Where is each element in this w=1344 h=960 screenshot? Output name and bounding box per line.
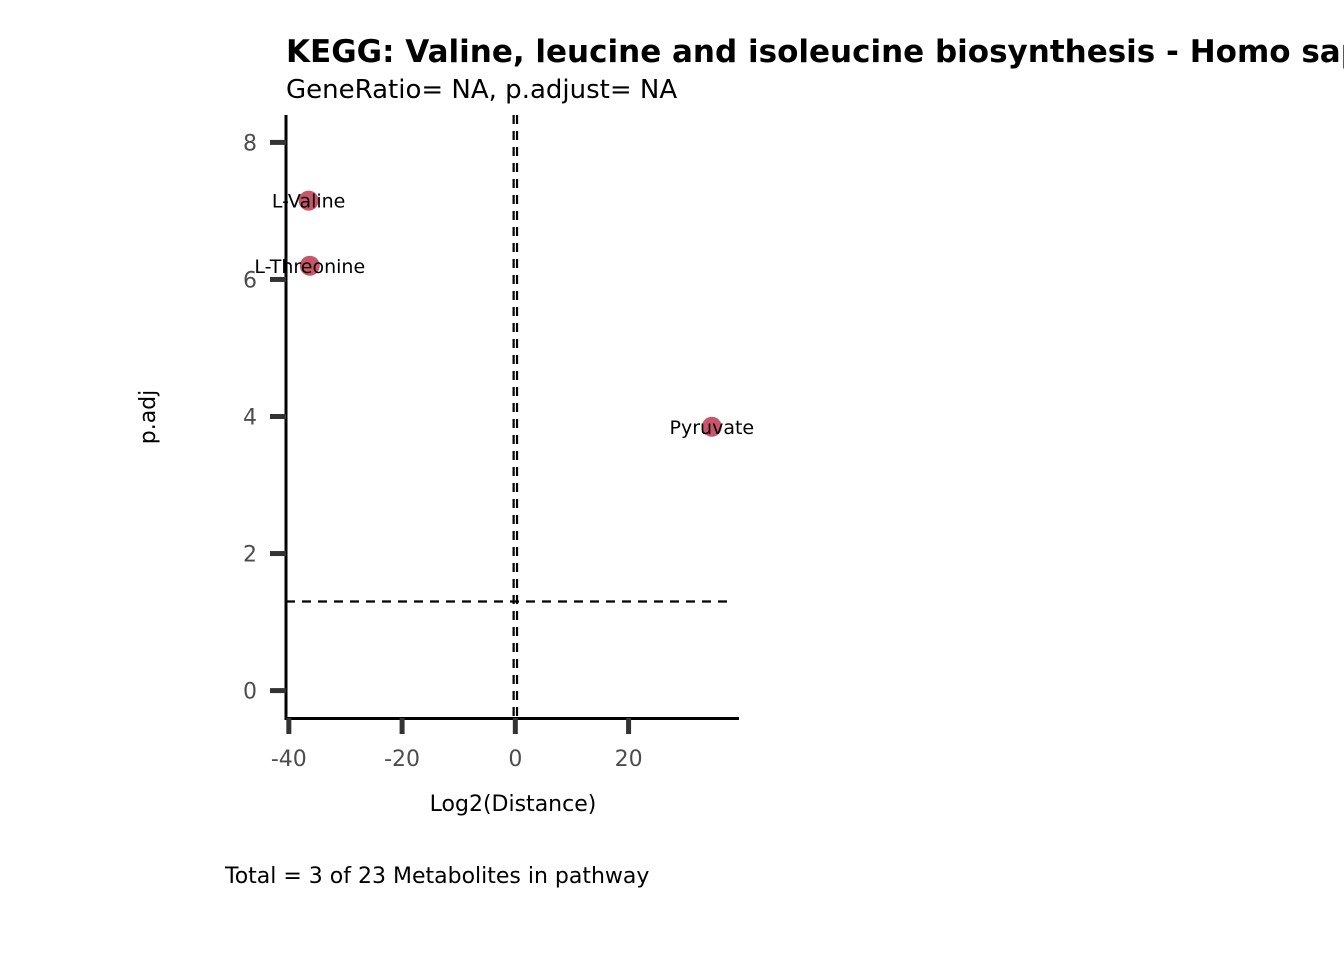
y-axis-ticks: 0 2 4 6 8 xyxy=(243,131,286,705)
y-tick-label: 6 xyxy=(243,268,257,293)
chart-title: KEGG: Valine, leucine and isoleucine bio… xyxy=(286,34,1344,70)
chart-subtitle: GeneRatio= NA, p.adjust= NA xyxy=(286,75,677,105)
point-label: L-Valine xyxy=(272,191,345,213)
point-label: Pyruvate xyxy=(670,417,755,439)
y-tick-label: 4 xyxy=(243,406,257,431)
x-tick-label: 0 xyxy=(508,747,522,772)
x-tick-label: -20 xyxy=(384,747,420,772)
y-tick-label: 8 xyxy=(243,131,257,156)
x-axis-ticks: -40 -20 0 20 xyxy=(271,718,643,772)
y-tick-label: 0 xyxy=(243,680,257,705)
data-points: L-Valine L-Threonine Pyruvate xyxy=(254,190,755,439)
x-tick-label: 20 xyxy=(615,747,643,772)
data-point xyxy=(298,190,319,211)
x-tick-label: -40 xyxy=(271,747,307,772)
chart-caption: Total = 3 of 23 Metabolites in pathway xyxy=(224,864,649,889)
y-axis-title: p.adj xyxy=(136,390,161,445)
data-point xyxy=(299,255,320,276)
y-tick-label: 2 xyxy=(243,543,257,568)
x-axis-title: Log2(Distance) xyxy=(430,792,597,817)
data-point xyxy=(701,416,722,437)
reference-lines xyxy=(286,115,733,718)
point-label: L-Threonine xyxy=(254,256,365,278)
